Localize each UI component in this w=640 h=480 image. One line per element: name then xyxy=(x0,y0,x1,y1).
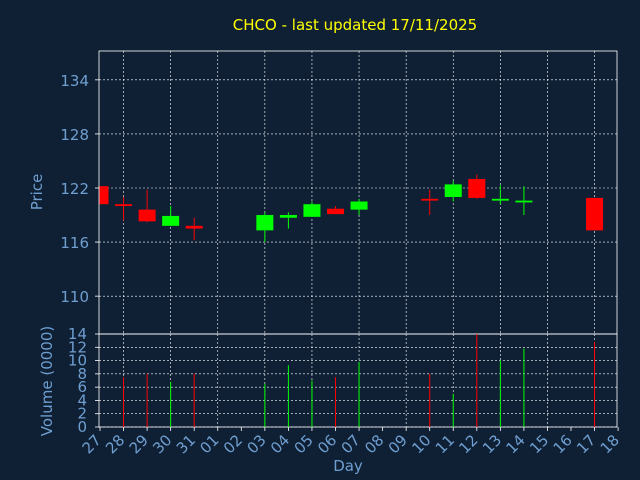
x-tick-label: 31 xyxy=(173,431,199,457)
price-y-ticks: 110 116 122 128 134 xyxy=(60,72,99,306)
price-panel-frame xyxy=(98,50,618,335)
candle-body xyxy=(162,215,180,226)
volume-y-tick-label: 4 xyxy=(77,391,87,409)
candle-body xyxy=(100,186,109,205)
x-tick-label: 12 xyxy=(455,431,481,457)
volume-y-tick-label: 12 xyxy=(68,338,87,356)
price-y-tick-label: 128 xyxy=(60,126,89,144)
volume-panel-frame xyxy=(98,333,618,428)
price-y-tick-label: 122 xyxy=(60,180,89,198)
candle-body xyxy=(491,198,509,201)
x-tick-label: 01 xyxy=(196,431,222,457)
x-tick-label: 06 xyxy=(314,431,340,457)
candle-body xyxy=(444,184,462,198)
candle-body xyxy=(279,215,297,218)
candle-body xyxy=(468,178,486,198)
x-tick-label: 09 xyxy=(385,431,411,457)
x-tick-label: 02 xyxy=(220,431,246,457)
x-tick-label: 13 xyxy=(479,431,505,457)
price-axis-label: Price xyxy=(28,174,46,211)
volume-bars xyxy=(123,334,596,427)
candle-body xyxy=(586,197,604,231)
candle-body xyxy=(327,208,344,215)
candle-body xyxy=(303,204,321,217)
price-grid xyxy=(99,51,617,334)
candles xyxy=(99,174,604,243)
chart-title: CHCO - last updated 17/11/2025 xyxy=(233,16,477,34)
x-tick-label: 14 xyxy=(502,431,528,457)
volume-y-tick-label: 8 xyxy=(77,365,87,383)
x-tick-label: 08 xyxy=(361,431,387,457)
x-tick-label: 16 xyxy=(550,431,576,457)
x-tick-label: 29 xyxy=(126,431,152,457)
candle-body xyxy=(185,225,203,229)
candle-body xyxy=(350,201,368,210)
x-ticks: 2728293031010203040506070809101112131415… xyxy=(79,427,623,457)
x-axis-label: Day xyxy=(333,457,363,475)
candle-body xyxy=(115,204,133,207)
x-tick-label: 28 xyxy=(102,431,128,457)
candle-body xyxy=(138,209,156,222)
x-tick-label: 17 xyxy=(573,431,599,457)
volume-axis-label: Volume (0000) xyxy=(38,326,56,436)
price-y-tick-label: 134 xyxy=(60,72,89,90)
x-tick-label: 04 xyxy=(267,431,293,457)
x-tick-label: 03 xyxy=(243,431,269,457)
volume-y-tick-label: 6 xyxy=(77,378,87,396)
x-tick-label: 11 xyxy=(432,431,458,457)
candle-body xyxy=(515,200,533,203)
volume-grid xyxy=(99,333,617,428)
x-tick-label: 18 xyxy=(597,431,623,457)
volume-y-tick-label: 14 xyxy=(68,325,87,343)
candle-body xyxy=(421,198,439,201)
volume-y-tick-label: 2 xyxy=(77,405,87,423)
price-y-tick-label: 116 xyxy=(60,234,89,252)
x-tick-label: 05 xyxy=(291,431,317,457)
volume-y-tick-label: 0 xyxy=(77,418,87,436)
x-tick-label: 15 xyxy=(526,431,552,457)
x-tick-label: 10 xyxy=(408,431,434,457)
price-y-tick-label: 110 xyxy=(60,288,89,306)
candle-body xyxy=(256,215,274,231)
x-tick-label: 30 xyxy=(149,431,175,457)
volume-y-tick-label: 10 xyxy=(68,352,87,370)
x-tick-label: 07 xyxy=(338,431,364,457)
